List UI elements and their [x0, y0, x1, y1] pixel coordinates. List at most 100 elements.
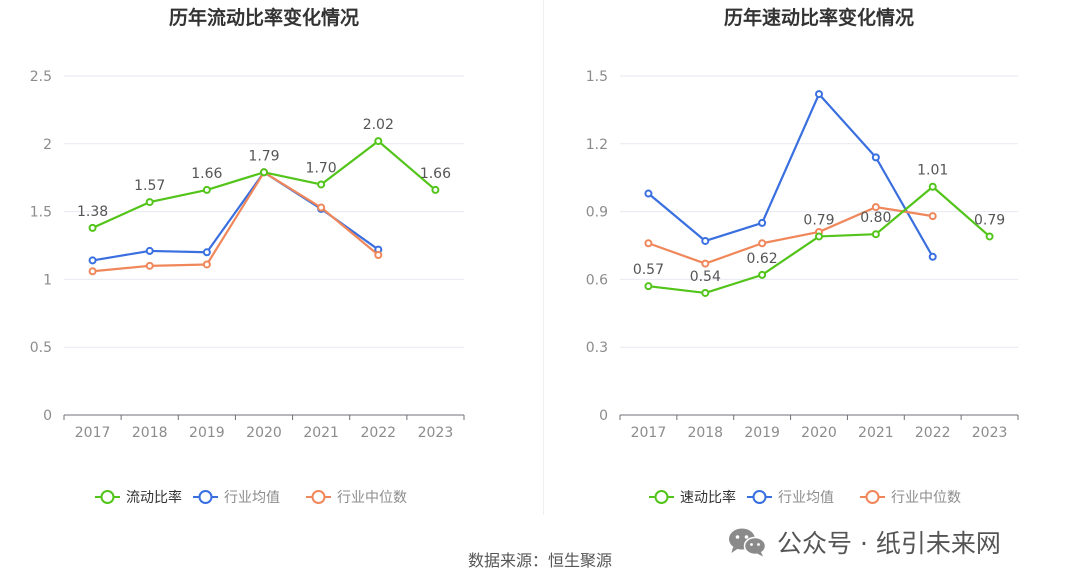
- x-tick-label: 2021: [303, 425, 339, 441]
- data-point-0: [758, 270, 767, 279]
- data-point-2: [88, 267, 97, 276]
- data-point-2: [374, 250, 383, 259]
- chart-title: 历年流动比率变化情况: [169, 6, 359, 29]
- data-point-0: [374, 137, 383, 146]
- data-label: 1.01: [917, 163, 948, 179]
- data-point-2: [145, 261, 154, 270]
- y-tick-label: 1: [43, 272, 52, 288]
- x-tick-label: 2018: [687, 425, 723, 441]
- y-tick-label: 0.3: [586, 340, 608, 356]
- data-point-2: [871, 203, 880, 212]
- legend-label: 行业均值: [778, 490, 834, 506]
- y-tick-label: 2.5: [30, 69, 52, 85]
- legend-item-1: 行业均值: [747, 490, 834, 506]
- data-point-0: [431, 185, 440, 194]
- data-point-1: [758, 218, 767, 227]
- data-point-1: [928, 252, 937, 261]
- x-tick-label: 2018: [132, 425, 168, 441]
- data-point-0: [202, 185, 211, 194]
- y-tick-label: 0.5: [30, 340, 52, 356]
- data-point-0: [871, 230, 880, 239]
- x-tick-label: 2023: [418, 425, 454, 441]
- data-point-0: [317, 180, 326, 189]
- data-point-0: [260, 168, 268, 177]
- data-label: 1.38: [77, 204, 108, 220]
- data-label: 0.79: [803, 212, 834, 228]
- x-tick-label: 2022: [360, 425, 396, 441]
- legend-label: 行业中位数: [337, 490, 407, 506]
- x-tick-label: 2023: [972, 425, 1008, 441]
- watermark: 公众号 · 纸引未来网: [727, 524, 1001, 560]
- series-line-1: [647, 92, 934, 258]
- chart-current-ratio: 历年流动比率变化情况 0 0.5 1 1.5 2 2.5 2017 2018 2019 2020 20…: [30, 6, 465, 506]
- data-point-1: [871, 153, 880, 162]
- data-point-1: [202, 248, 211, 257]
- data-point-0: [985, 232, 994, 241]
- data-point-1: [644, 189, 653, 198]
- data-point-2: [644, 239, 653, 248]
- data-label: 1.66: [191, 166, 222, 182]
- data-label: 1.66: [420, 166, 451, 182]
- data-label: 0.54: [690, 269, 721, 285]
- x-tick-label: 2019: [744, 425, 780, 441]
- data-point-0: [145, 198, 154, 207]
- x-tick-label: 2019: [189, 425, 225, 441]
- legend-item-0: 速动比率: [649, 489, 736, 506]
- data-label: 2.02: [363, 117, 394, 133]
- y-tick-label: 0.9: [586, 205, 608, 221]
- data-point-0: [644, 282, 653, 291]
- watermark-text: 公众号 · 纸引未来网: [777, 529, 1001, 558]
- legend-label: 流动比率: [126, 489, 182, 506]
- x-tick-label: 2017: [631, 425, 667, 441]
- x-tick-label: 2020: [246, 425, 282, 441]
- data-label: 0.80: [860, 210, 891, 226]
- legend-label: 速动比率: [680, 489, 736, 506]
- chart-quick-ratio: 历年速动比率变化情况 0 0.3 0.6 0.9 1.2 1.5 2017 2018 2019 20…: [586, 6, 1019, 506]
- data-label: 0.79: [974, 212, 1005, 228]
- x-tick-label: 2021: [858, 425, 894, 441]
- legend-item-2: 行业中位数: [306, 490, 407, 506]
- data-point-0: [815, 232, 823, 241]
- legend-item-2: 行业中位数: [860, 490, 961, 506]
- data-label: 1.79: [248, 148, 279, 164]
- series-line-2: [648, 205, 933, 265]
- y-tick-label: 2: [43, 137, 52, 153]
- data-point-1: [145, 246, 154, 255]
- data-point-1: [815, 90, 823, 99]
- legend-marker: [311, 490, 326, 504]
- data-source-note: 数据来源：恒生聚源: [467, 551, 612, 570]
- x-tick-label: 2020: [801, 425, 837, 441]
- data-point-1: [701, 236, 710, 245]
- legend-marker: [198, 490, 213, 504]
- x-tick-label: 2017: [75, 425, 111, 441]
- legend-item-0: 流动比率: [95, 489, 182, 506]
- data-point-2: [928, 212, 937, 221]
- data-point-2: [758, 239, 767, 248]
- legend-marker: [100, 490, 115, 504]
- y-tick-label: 0.6: [586, 272, 608, 288]
- series-line-2: [92, 171, 379, 273]
- data-point-1: [88, 256, 97, 265]
- data-label: 0.57: [633, 262, 664, 278]
- y-tick-label: 0: [43, 408, 52, 424]
- y-tick-label: 1.5: [30, 205, 52, 221]
- legend-item-1: 行业均值: [193, 490, 280, 506]
- data-point-2: [202, 260, 211, 269]
- legend-label: 行业中位数: [891, 490, 961, 506]
- y-tick-label: 0: [599, 408, 608, 424]
- data-point-2: [317, 203, 326, 212]
- data-point-0: [928, 182, 937, 191]
- legend-marker: [654, 490, 669, 504]
- legend-label: 行业均值: [224, 490, 280, 506]
- legend-marker: [865, 490, 880, 504]
- data-point-2: [701, 259, 710, 268]
- data-label: 1.70: [306, 160, 337, 176]
- y-tick-label: 1.2: [586, 137, 608, 153]
- y-tick-label: 1.5: [586, 69, 608, 85]
- data-point-0: [701, 288, 710, 297]
- chart-divider: [543, 0, 544, 515]
- data-label: 1.57: [134, 178, 165, 194]
- data-point-0: [88, 223, 97, 232]
- wechat-icon: [729, 528, 767, 557]
